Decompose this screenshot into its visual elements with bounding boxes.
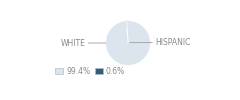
- Legend: 99.4%, 0.6%: 99.4%, 0.6%: [52, 64, 128, 79]
- Wedge shape: [106, 21, 150, 65]
- Wedge shape: [126, 21, 128, 43]
- Text: HISPANIC: HISPANIC: [130, 38, 190, 47]
- Text: WHITE: WHITE: [60, 38, 106, 48]
